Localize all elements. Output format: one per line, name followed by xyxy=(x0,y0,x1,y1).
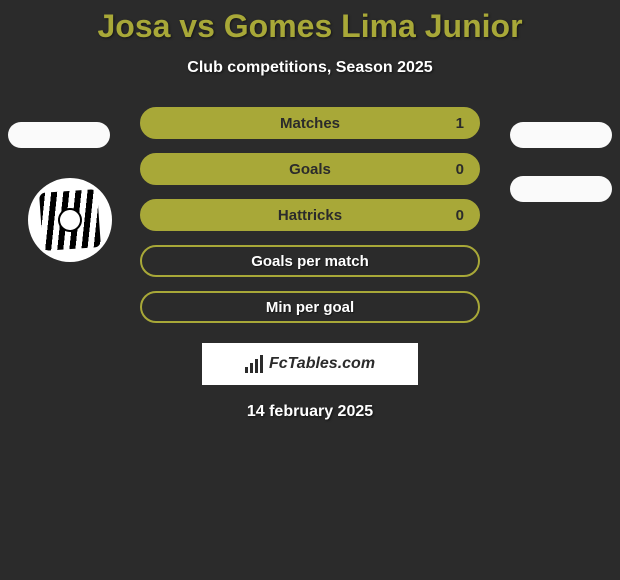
stat-row-goals: Goals 0 xyxy=(140,153,480,185)
player-pill-right-1 xyxy=(510,122,612,148)
stat-row-min-per-goal: Min per goal xyxy=(140,291,480,323)
subtitle: Club competitions, Season 2025 xyxy=(0,59,620,77)
stat-label: Goals per match xyxy=(251,253,369,270)
club-logo-stripes xyxy=(39,189,101,251)
stat-value: 0 xyxy=(456,207,464,224)
stat-label: Goals xyxy=(289,161,331,178)
branding-text: FcTables.com xyxy=(269,355,375,373)
branding-bars-icon xyxy=(245,355,263,373)
player-pill-left xyxy=(8,122,110,148)
date-line: 14 february 2025 xyxy=(0,403,620,421)
club-logo-badge xyxy=(57,207,83,233)
stat-value: 0 xyxy=(456,161,464,178)
stat-label: Matches xyxy=(280,115,340,132)
player-pill-right-2 xyxy=(510,176,612,202)
club-logo xyxy=(28,178,112,262)
stat-label: Hattricks xyxy=(278,207,342,224)
branding-badge: FcTables.com xyxy=(202,343,418,385)
stat-row-goals-per-match: Goals per match xyxy=(140,245,480,277)
stat-label: Min per goal xyxy=(266,299,354,316)
stat-value: 1 xyxy=(456,115,464,132)
page-title: Josa vs Gomes Lima Junior xyxy=(0,0,620,45)
stat-row-matches: Matches 1 xyxy=(140,107,480,139)
stat-row-hattricks: Hattricks 0 xyxy=(140,199,480,231)
